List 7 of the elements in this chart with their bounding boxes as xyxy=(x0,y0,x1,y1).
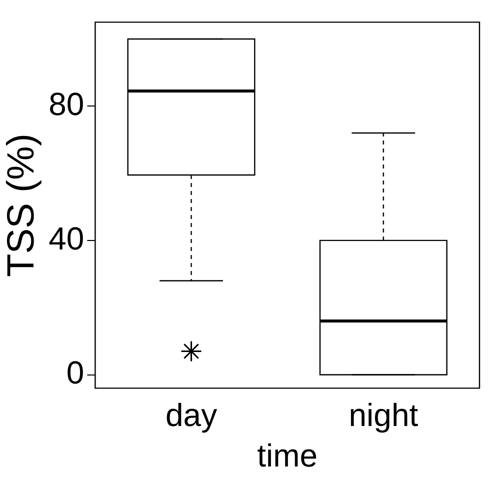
y-tick-label: 80 xyxy=(48,86,84,122)
y-tick-label: 40 xyxy=(48,220,84,256)
x-axis-title: time xyxy=(257,438,318,474)
x-tick-label: night xyxy=(348,397,418,434)
y-axis-title: TSS (%) xyxy=(0,133,42,277)
x-tick-label: day xyxy=(165,397,218,434)
y-tick-label: 0 xyxy=(66,354,84,391)
